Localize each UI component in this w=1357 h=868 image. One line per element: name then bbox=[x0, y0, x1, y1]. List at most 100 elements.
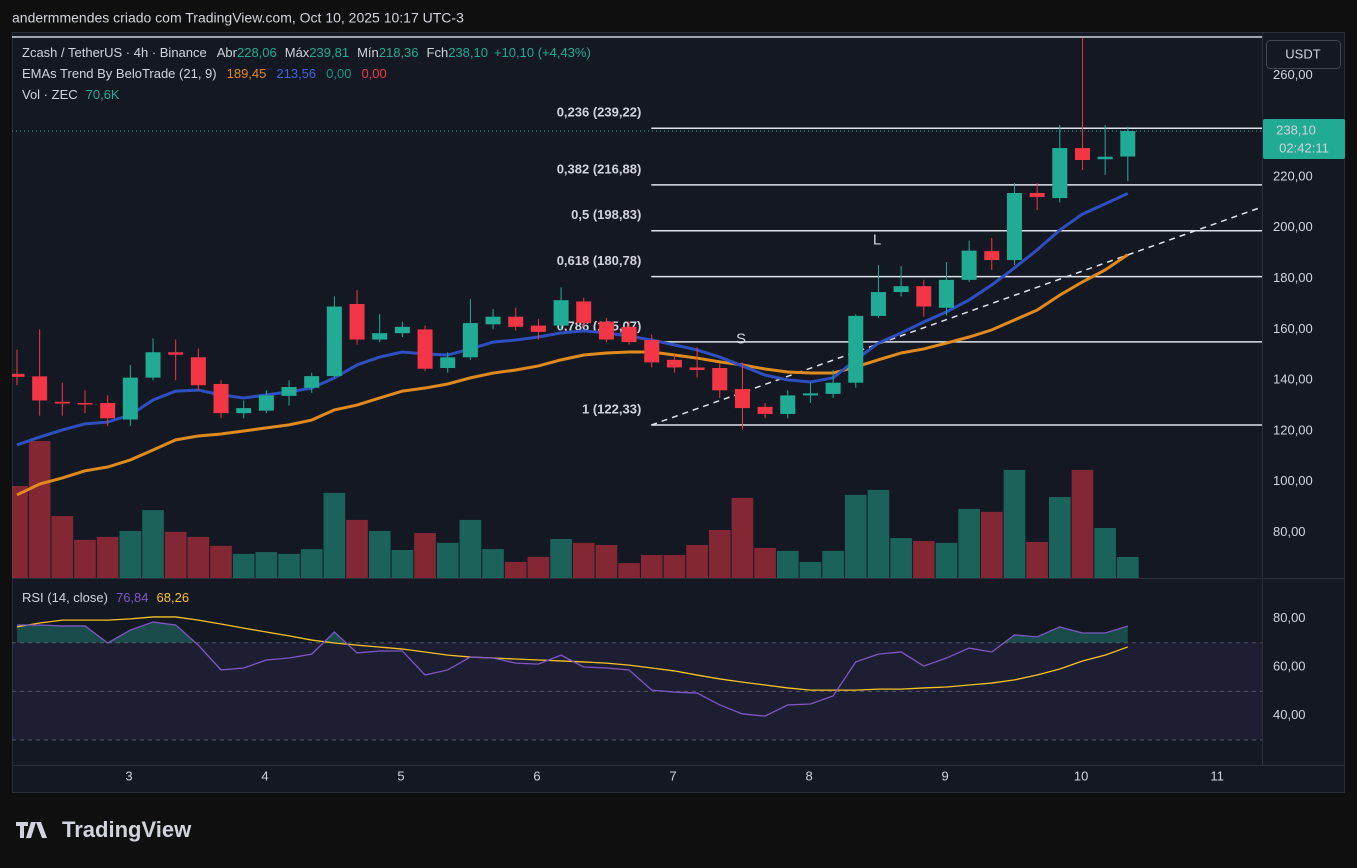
legend-item: 0,00 bbox=[326, 66, 351, 81]
candle-body bbox=[984, 251, 1000, 261]
legend-item: Máx bbox=[285, 45, 310, 60]
candle-body bbox=[848, 315, 864, 383]
candle-body bbox=[349, 303, 365, 340]
candle-body bbox=[780, 395, 796, 414]
legend-item: Vol · ZEC bbox=[22, 87, 78, 102]
volume-bar bbox=[754, 547, 776, 578]
currency-button[interactable]: USDT bbox=[1266, 40, 1341, 69]
legend-item: 218,36 bbox=[379, 45, 419, 60]
logo-icon bbox=[16, 822, 47, 838]
fib-label: 0,618 (180,78) bbox=[557, 253, 642, 268]
x-tick-label: 6 bbox=[533, 768, 540, 783]
chart-frame bbox=[12, 32, 1345, 793]
legend-row: Zcash / TetherUS · 4h · Binance Abr228,06… bbox=[22, 45, 591, 60]
y-tick-label: 100,00 bbox=[1273, 473, 1313, 488]
volume-bar bbox=[731, 497, 754, 578]
logo-text: TradingView bbox=[62, 817, 192, 842]
volume-bar bbox=[958, 508, 980, 578]
last-price-tag bbox=[1263, 119, 1345, 160]
last-price-label: 238,10 bbox=[1276, 122, 1316, 137]
rsi-tick-label: 80,00 bbox=[1273, 610, 1306, 625]
legend-item: 238,10 bbox=[448, 45, 488, 60]
y-tick-label: 200,00 bbox=[1273, 219, 1313, 234]
candle-body bbox=[394, 326, 410, 334]
y-tick-label: 260,00 bbox=[1273, 67, 1313, 82]
volume-bar bbox=[1003, 469, 1026, 578]
y-tick-label: 120,00 bbox=[1273, 422, 1313, 437]
volume-bar bbox=[51, 516, 74, 578]
volume-bar bbox=[74, 539, 96, 578]
volume-bar bbox=[323, 492, 346, 578]
candle-body bbox=[417, 329, 433, 369]
legend-item: 0,00 bbox=[361, 66, 386, 81]
volume-bar bbox=[504, 561, 527, 578]
candle-body bbox=[440, 357, 456, 368]
rsi-tick-label: 40,00 bbox=[1273, 707, 1306, 722]
legend-item: Zcash / TetherUS · 4h · Binance bbox=[22, 45, 207, 60]
signal-label: S bbox=[736, 331, 746, 348]
candle-body bbox=[712, 367, 728, 391]
volume-bar bbox=[980, 511, 1003, 578]
volume-bar bbox=[935, 542, 958, 578]
volume-bar bbox=[1026, 541, 1048, 578]
candle-body bbox=[621, 326, 637, 343]
y-tick-label: 220,00 bbox=[1273, 168, 1313, 183]
candle-body bbox=[122, 377, 138, 420]
x-tick-label: 7 bbox=[669, 768, 676, 783]
candle-body bbox=[689, 367, 705, 371]
legend-item: +10,10 (+4,43%) bbox=[494, 45, 591, 60]
price-pane: 0,236 (239,22) 0,382 (216,88) 0,5 (198,83)… bbox=[12, 38, 1262, 578]
candle-body bbox=[258, 395, 274, 411]
candle-body bbox=[1029, 193, 1045, 198]
legend-item: 68,26 bbox=[157, 590, 190, 605]
candle-body bbox=[666, 359, 682, 368]
candle-body bbox=[1120, 131, 1136, 157]
candle-body bbox=[893, 286, 909, 293]
candle-body bbox=[870, 292, 886, 316]
candle-body bbox=[530, 325, 546, 332]
fib-label: 0,236 (239,22) bbox=[557, 105, 642, 120]
candle-body bbox=[304, 376, 320, 388]
candle-body bbox=[598, 321, 614, 340]
legend-item: EMAs Trend By BeloTrade (21, 9) bbox=[22, 66, 217, 81]
rsi-legend: RSI (14, close) 76,84 68,26 bbox=[22, 590, 189, 605]
volume-bar bbox=[822, 550, 844, 578]
trendline bbox=[651, 206, 1262, 426]
volume-bar bbox=[708, 530, 731, 578]
currency-button-box[interactable] bbox=[1266, 40, 1341, 69]
candle-body bbox=[485, 316, 501, 325]
candle-body bbox=[100, 403, 116, 419]
volume-bar bbox=[210, 545, 232, 578]
volume-bar bbox=[459, 519, 482, 578]
volume-bar bbox=[618, 563, 640, 578]
rsi-line bbox=[17, 621, 1128, 717]
volume-bar bbox=[346, 519, 368, 578]
candle-body bbox=[190, 357, 206, 386]
candle-body bbox=[281, 387, 297, 396]
fib-label: 1 (122,33) bbox=[582, 401, 641, 416]
volume-bar bbox=[436, 542, 459, 578]
candle-body bbox=[1006, 193, 1022, 261]
currency-label[interactable]: USDT bbox=[1285, 46, 1320, 61]
volume-bar bbox=[686, 544, 708, 578]
candle-body bbox=[77, 403, 93, 405]
legend-item: 239,81 bbox=[309, 45, 349, 60]
candle-body bbox=[1052, 148, 1068, 199]
volume-bar bbox=[12, 485, 28, 578]
volume-bar bbox=[595, 544, 618, 578]
legend-item: 76,84 bbox=[116, 590, 149, 605]
candle-body bbox=[213, 383, 229, 414]
candle-body bbox=[1074, 148, 1090, 160]
candle-body bbox=[168, 352, 184, 355]
countdown-label: 02:42:11 bbox=[1279, 140, 1329, 155]
volume-bar bbox=[96, 536, 119, 578]
y-tick-label: 180,00 bbox=[1273, 270, 1313, 285]
legend-item: 189,45 bbox=[227, 66, 267, 81]
volume-bar bbox=[663, 555, 686, 578]
rsi-tick-label: 60,00 bbox=[1273, 658, 1306, 673]
candle-body bbox=[825, 382, 841, 394]
legend-item: Abr bbox=[217, 45, 238, 60]
ema-line bbox=[16, 253, 1129, 497]
candle-body bbox=[576, 301, 592, 324]
